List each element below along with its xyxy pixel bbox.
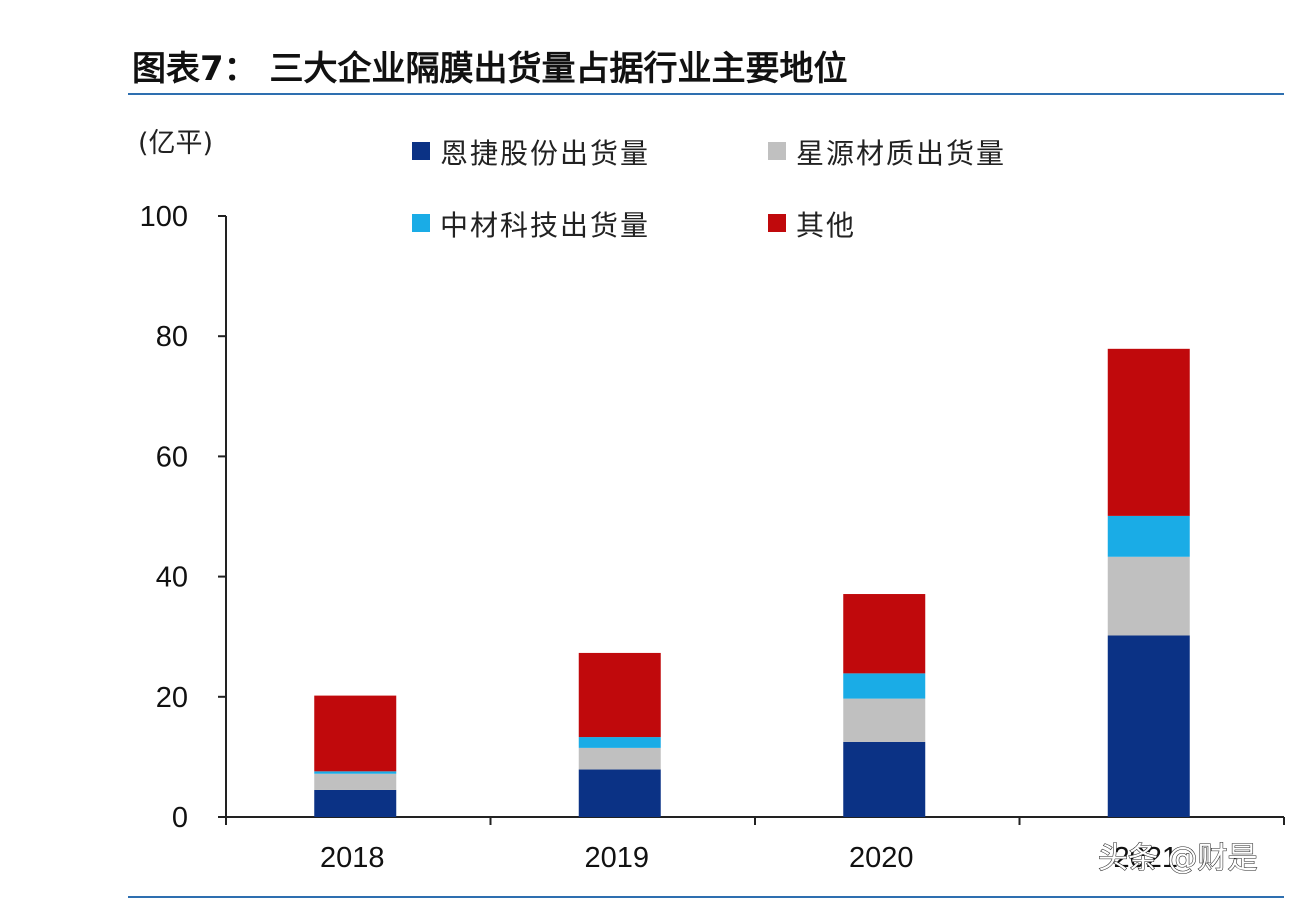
bar-segment-2018-4 [314,695,397,772]
watermark: 头条 @财是 [1098,841,1258,876]
unit-label: (亿平) [138,128,213,159]
legend-swatch [768,214,786,232]
bar-segment-2021-1 [1107,635,1190,817]
bar-segment-2020-2 [843,698,926,742]
y-tick-label: 60 [156,441,188,473]
legend-swatch [412,142,430,160]
bar-segment-2021-2 [1107,556,1190,636]
bar-segment-2018-3 [314,771,397,774]
legend-swatch [768,142,786,160]
x-tick-label: 2020 [849,842,914,874]
x-tick-label: 2018 [320,842,385,874]
bar-segment-2021-4 [1107,348,1190,516]
bars [314,348,1190,817]
y-tick-label: 40 [156,562,188,594]
bar-segment-2019-4 [578,652,661,738]
x-tick-label: 2021 [1113,842,1178,874]
bar-segment-2021-3 [1107,515,1190,557]
chart-title: 图表7： 三大企业隔膜出货量占据行业主要地位 [132,49,848,89]
legend-label: 中材科技出货量 [440,209,650,242]
bar-segment-2019-3 [578,737,661,748]
y-tick-label: 80 [156,321,188,353]
bar-segment-2020-3 [843,673,926,699]
legend-label: 恩捷股份出货量 [440,137,650,170]
legend-label: 其他 [796,209,856,242]
bar-segment-2020-1 [843,741,926,817]
x-tick-label: 2019 [584,842,649,874]
legend-swatch [412,214,430,232]
bar-segment-2019-1 [578,769,661,817]
bar-segment-2020-4 [843,594,926,674]
y-tick-label: 20 [156,682,188,714]
bar-segment-2018-2 [314,773,397,790]
bar-segment-2018-1 [314,789,397,817]
legend-label: 星源材质出货量 [796,137,1006,170]
y-tick-label: 100 [140,201,188,233]
y-tick-label: 0 [172,802,188,834]
bar-segment-2019-2 [578,747,661,770]
x-axis: 2018 2019 2020 2021 [225,816,1285,874]
y-axis: 0 20 40 60 80 100 [140,201,227,834]
